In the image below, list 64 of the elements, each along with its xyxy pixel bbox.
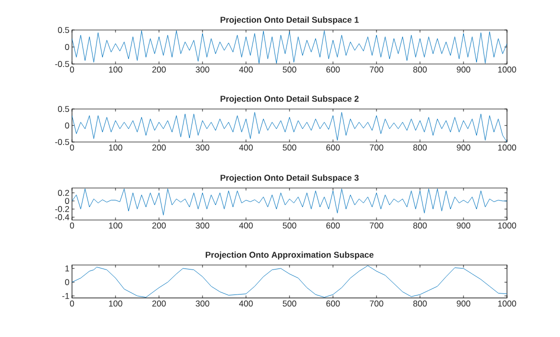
x-tick-label: 0	[70, 300, 74, 307]
x-tick-label: 700	[370, 222, 384, 229]
x-tick-label: 600	[326, 300, 340, 307]
x-tick-label: 800	[413, 144, 427, 151]
x-tick-label: 800	[413, 222, 427, 229]
x-tick-label: 200	[152, 300, 166, 307]
x-tick-label: 400	[239, 300, 253, 307]
y-tick-label: -0.5	[55, 138, 70, 145]
y-tick-label: 0	[65, 198, 70, 204]
line-series	[72, 30, 507, 64]
y-tick-label: 1	[65, 266, 70, 272]
line-series	[72, 112, 507, 142]
x-tick-label: 1000	[498, 144, 516, 151]
x-tick-label: 500	[282, 222, 296, 229]
x-tick-label: 700	[370, 144, 384, 151]
x-tick-label: 1000	[498, 66, 516, 73]
x-tick-label: 300	[196, 144, 210, 151]
x-tick-label: 900	[456, 66, 470, 73]
x-tick-label: 500	[282, 144, 296, 151]
chart-title: Projection Onto Detail Subspace 3	[220, 174, 359, 182]
y-tick-label: 0.2	[58, 190, 70, 196]
x-tick-label: 500	[282, 66, 296, 73]
x-tick-label: 600	[326, 144, 340, 151]
x-tick-label: 0	[70, 222, 74, 229]
x-tick-label: 700	[370, 66, 384, 73]
y-tick-label: -0.5	[55, 60, 70, 67]
chart-title: Projection Onto Detail Subspace 1	[220, 16, 359, 24]
y-tick-label: 0	[65, 122, 70, 128]
x-tick-label: 800	[413, 300, 427, 307]
chart-title: Projection Onto Approximation Subspace	[206, 252, 374, 260]
x-tick-label: 100	[109, 222, 122, 229]
y-tick-label: 0.5	[58, 106, 70, 112]
x-tick-label: 100	[109, 66, 122, 73]
x-tick-label: 900	[456, 144, 470, 151]
y-tick-label: 0.5	[58, 26, 70, 33]
x-tick-label: 400	[239, 144, 253, 151]
x-tick-label: 200	[152, 144, 166, 151]
y-tick-label: 0	[65, 279, 70, 286]
x-tick-label: 1000	[498, 222, 516, 229]
y-tick-label: -1	[62, 293, 70, 299]
y-tick-label: 0	[65, 44, 70, 50]
x-tick-label: 100	[109, 144, 122, 151]
x-tick-label: 0	[70, 144, 74, 151]
x-tick-label: 400	[239, 66, 253, 73]
x-tick-label: 1000	[498, 300, 516, 307]
x-tick-label: 600	[326, 66, 340, 73]
x-tick-label: 200	[152, 222, 166, 229]
x-tick-label: 400	[239, 222, 253, 229]
x-tick-label: 300	[196, 300, 210, 307]
line-series	[72, 188, 507, 216]
x-tick-label: 900	[456, 222, 470, 229]
y-tick-label: -0.2	[55, 206, 70, 212]
x-tick-label: 100	[109, 300, 122, 307]
x-tick-label: 300	[196, 66, 210, 73]
x-tick-label: 200	[152, 66, 166, 73]
x-tick-label: 800	[413, 66, 427, 73]
x-tick-label: 0	[70, 66, 74, 73]
chart-title: Projection Onto Detail Subspace 2	[220, 96, 359, 104]
x-tick-label: 500	[282, 300, 296, 307]
x-tick-label: 600	[326, 222, 340, 229]
y-tick-label: -0.4	[55, 214, 70, 220]
x-tick-label: 300	[196, 222, 210, 229]
x-tick-label: 700	[370, 300, 384, 307]
x-tick-label: 900	[456, 300, 470, 307]
